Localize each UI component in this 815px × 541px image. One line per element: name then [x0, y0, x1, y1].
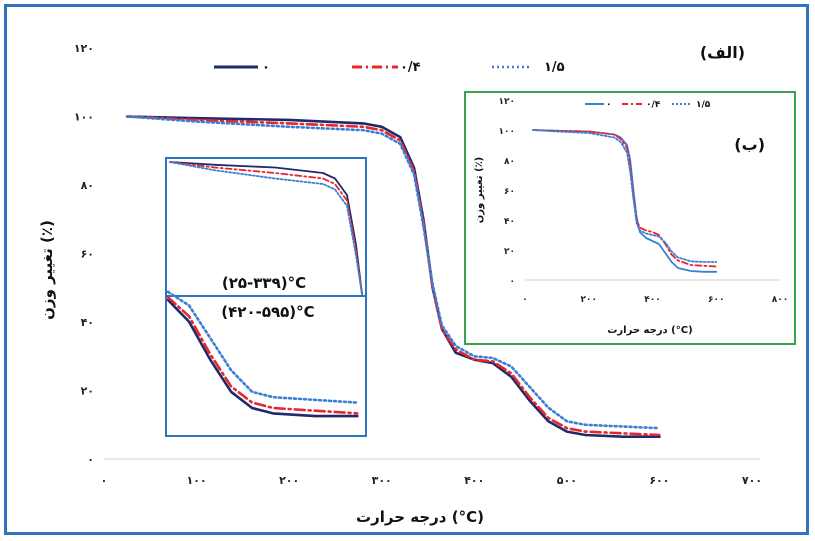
inset-legend-label-2: ۱/۵ [696, 100, 711, 110]
inset-frame [464, 91, 796, 345]
y-tick-label: ۶۰ [81, 248, 94, 261]
inset-legend: ۰ ۰/۴ ۱/۵ [585, 100, 711, 110]
y-tick-label: ۱۲۰ [74, 42, 94, 55]
x-tick-label: ۲۰۰ [279, 474, 299, 487]
x-tick-label: ۶۰۰ [649, 474, 669, 487]
inset-chart: ۰ ۲۰ ۴۰ ۶۰ ۸۰ ۱۰۰ ۱۲۰ ۰ ۲۰۰ ۴۰۰ ۶۰۰ ۸۰۰ درجه حرارت… [464, 91, 796, 345]
legend-label-2: ۱/۵ [544, 60, 565, 75]
zoom-label-bottom: (۴۲۰-۵۹۵)°C [221, 303, 314, 321]
y-axis-title: تغییر وزن (٪) [38, 220, 56, 320]
y-tick-label: ۰ [87, 453, 94, 466]
x-tick-label: ۷۰۰ [742, 474, 762, 487]
inset-y-tick-label: ۱۲۰ [499, 97, 515, 107]
inset-x-tick-label: ۴۰۰ [644, 295, 660, 305]
x-tick-label: ۵۰۰ [557, 474, 577, 487]
legend: ۰ ۰/۴ ۱/۵ [214, 60, 565, 75]
inset-x-tick-label: ۲۰۰ [581, 295, 597, 305]
x-tick-label: ۳۰۰ [372, 474, 392, 487]
zoom-top-series-line-0 [169, 161, 363, 295]
y-tick-label: ۸۰ [81, 179, 94, 192]
y-tick-label: ۱۰۰ [74, 111, 94, 124]
series-lines [125, 115, 661, 438]
inset-y-tick-label: ۸۰ [504, 157, 515, 167]
zoom-top-series-line-1 [169, 161, 363, 295]
x-tick-labels: ۰ ۱۰۰ ۲۰۰ ۳۰۰ ۴۰۰ ۵۰۰ ۶۰۰ ۷۰۰ [101, 474, 762, 487]
series-line-1 [125, 115, 661, 437]
inset-x-tick-label: ۸۰۰ [772, 295, 788, 305]
inset-y-tick-label: ۲۰ [504, 247, 515, 257]
inset-legend-label-1: ۰/۴ [646, 100, 661, 110]
x-axis-title: درجه حرارت (°C) [356, 508, 484, 526]
inset-y-tick-label: ۰ [510, 277, 516, 287]
zoom-top-lines [169, 161, 363, 295]
zoom-bottom-lines [166, 290, 359, 418]
legend-label-1: ۰/۴ [400, 60, 421, 75]
zoom-inset: (۲۵-۳۳۹)°C (۴۲۰-۵۹۵)°C [165, 157, 367, 437]
inset-y-tick-label: ۴۰ [504, 217, 515, 227]
x-tick-label: ۱۰۰ [186, 474, 206, 487]
inset-x-axis-title: درجه حرارت (°C) [607, 325, 692, 336]
x-tick-label: ۰ [101, 474, 108, 487]
zoom-top-series-line-2 [169, 161, 363, 295]
series-line-2 [125, 115, 661, 430]
panel-label-alef: (الف) [700, 43, 745, 62]
inset-y-tick-labels: ۰ ۲۰ ۴۰ ۶۰ ۸۰ ۱۰۰ ۱۲۰ [499, 97, 515, 287]
y-tick-label: ۴۰ [81, 316, 94, 329]
x-tick-label: ۴۰۰ [464, 474, 484, 487]
zoom-bottom-series-line-1 [166, 296, 359, 415]
inset-x-tick-label: ۶۰۰ [708, 295, 724, 305]
legend-label-0: ۰ [262, 60, 270, 75]
inset-series-line-2 [532, 129, 718, 263]
y-tick-labels: ۰ ۲۰ ۴۰ ۶۰ ۸۰ ۱۰۰ ۱۲۰ [74, 42, 94, 466]
inset-series-lines [532, 129, 718, 273]
inset-y-tick-label: ۶۰ [504, 187, 515, 197]
zoom-label-top: (۲۵-۳۳۹)°C [222, 274, 306, 292]
zoom-bottom-series-line-0 [166, 298, 359, 418]
y-tick-label: ۲۰ [81, 385, 94, 398]
zoom-bottom-series-line-2 [166, 290, 359, 404]
inset-y-axis-title: تغییر وزن (٪) [474, 157, 485, 224]
panel-label-be: (ب) [734, 135, 765, 154]
inset-legend-label-0: ۰ [606, 100, 612, 110]
inset-y-tick-label: ۱۰۰ [499, 127, 515, 137]
inset-x-tick-labels: ۰ ۲۰۰ ۴۰۰ ۶۰۰ ۸۰۰ [522, 295, 788, 305]
inset-series-line-1 [532, 129, 718, 268]
inset-x-tick-label: ۰ [522, 295, 528, 305]
